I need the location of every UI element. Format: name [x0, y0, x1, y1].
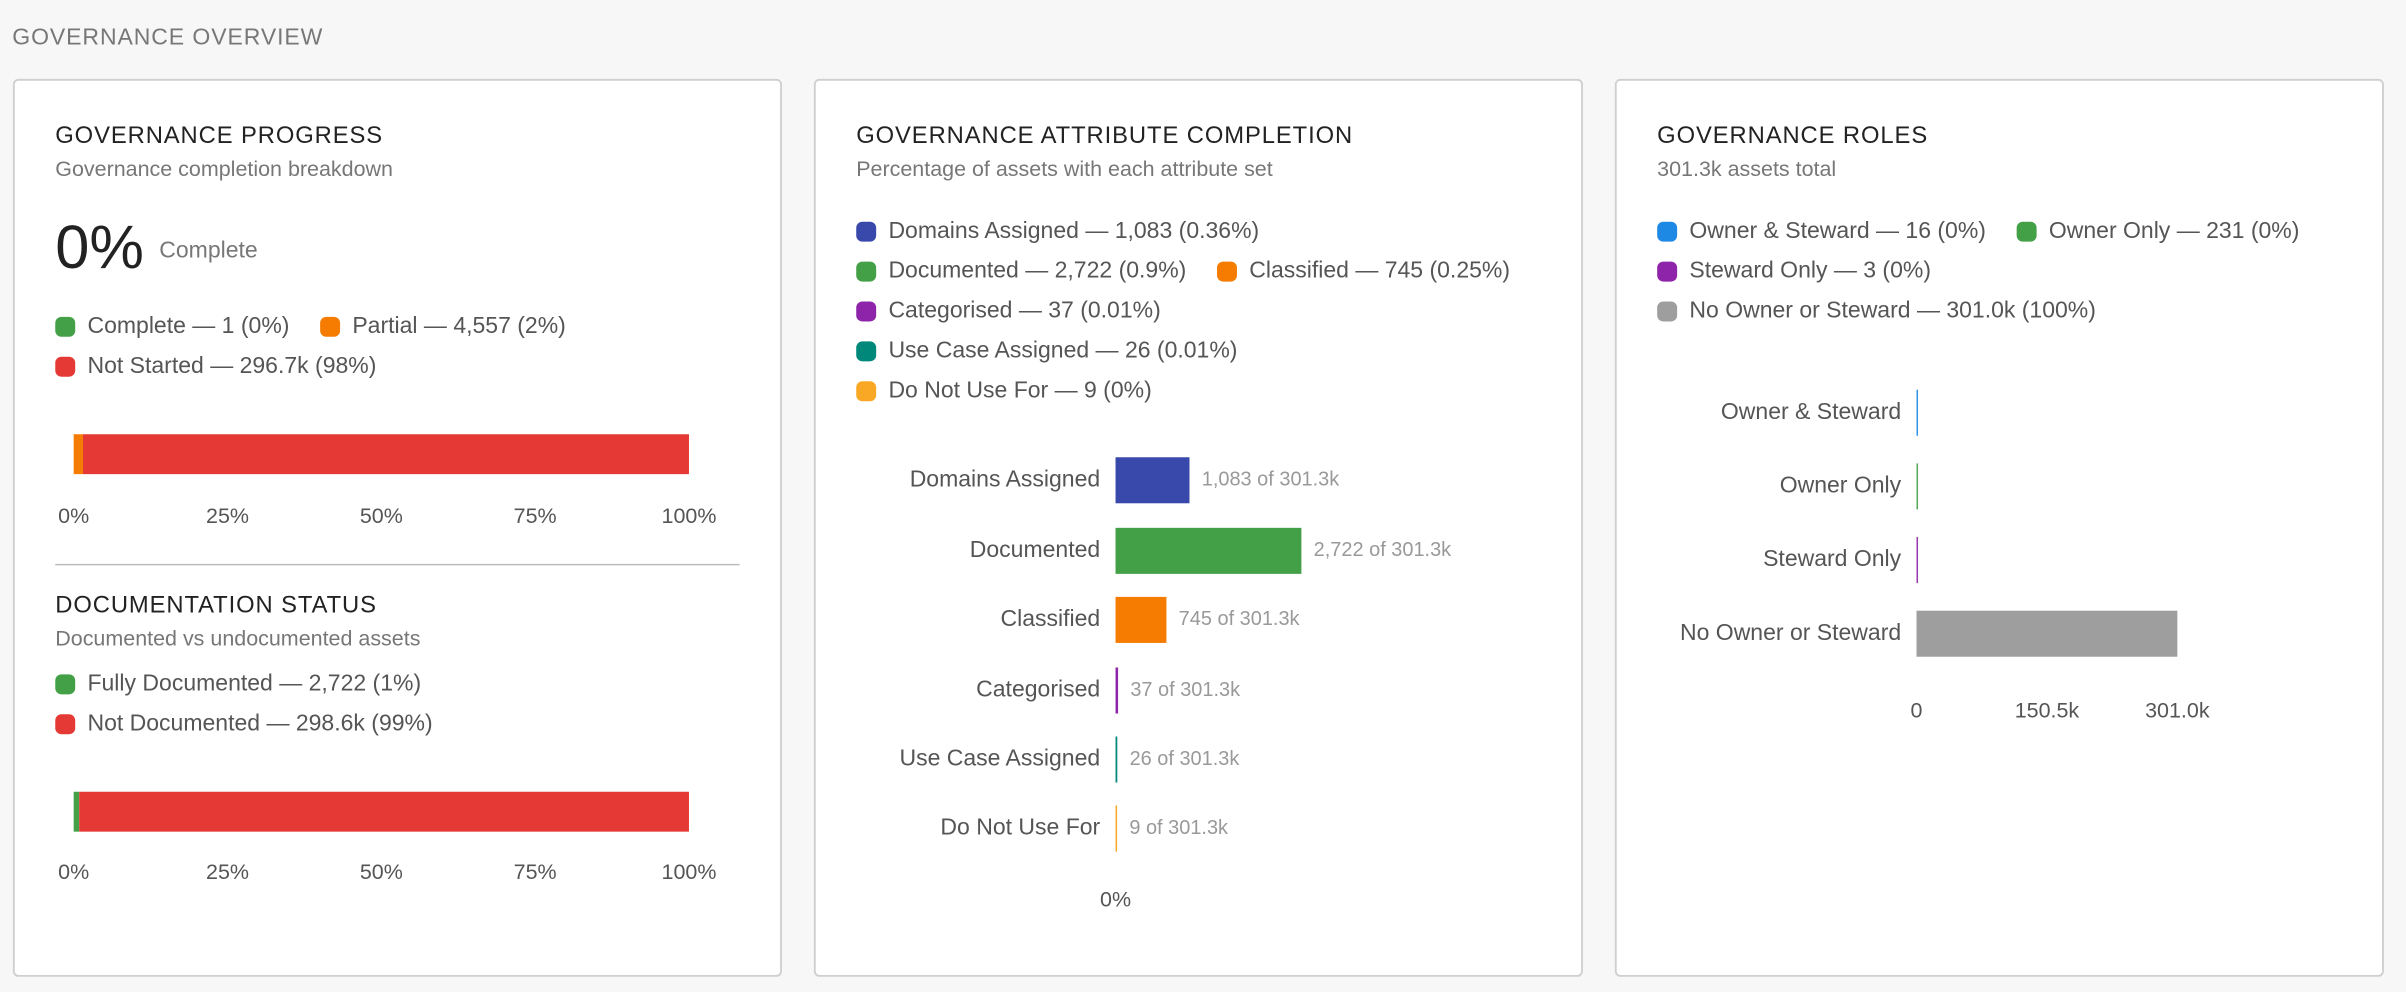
- category-label: Domains Assigned: [910, 465, 1101, 491]
- chart-subtitle: Governance completion breakdown: [55, 157, 393, 181]
- legend-swatch: [1657, 301, 1678, 322]
- legend-swatch: [856, 301, 877, 322]
- headline-label: Complete: [159, 237, 257, 263]
- legend-label: Owner Only — 231 (0%): [2049, 217, 2300, 243]
- bar: [1115, 805, 1118, 852]
- legend-label: Categorised — 37 (0.01%): [888, 297, 1160, 323]
- chart-title: GOVERNANCE ROLES: [1657, 122, 1928, 149]
- legend-label: Owner & Steward — 16 (0%): [1689, 217, 1986, 243]
- legend-label: Not Started — 296.7k (98%): [87, 352, 376, 378]
- x-tick-label: 0%: [1100, 887, 1131, 911]
- value-label: 37 of 301.3k: [1130, 679, 1240, 701]
- x-tick-label: 0%: [58, 860, 89, 884]
- legend-swatch: [856, 261, 877, 282]
- legend-swatch: [856, 221, 877, 242]
- category-label: Owner & Steward: [1721, 398, 1901, 424]
- x-tick-label: 150.5k: [2015, 699, 2080, 723]
- category-label: Steward Only: [1763, 545, 1902, 571]
- legend-label: Domains Assigned — 1,083 (0.36%): [888, 217, 1259, 243]
- x-tick-label: 0%: [58, 504, 89, 528]
- legend-swatch: [856, 381, 877, 402]
- bar: [1916, 537, 1919, 584]
- category-label: Documented: [970, 536, 1100, 562]
- legend-label: Do Not Use For — 9 (0%): [888, 376, 1151, 402]
- legend-label: No Owner or Steward — 301.0k (100%): [1689, 297, 2096, 323]
- legend-label: Use Case Assigned — 26 (0.01%): [888, 336, 1237, 362]
- category-label: Owner Only: [1780, 471, 1902, 497]
- bar: [1916, 463, 1919, 510]
- legend-swatch: [55, 356, 76, 377]
- value-label: 9 of 301.3k: [1129, 817, 1228, 839]
- x-tick-label: 100%: [662, 860, 717, 884]
- x-tick-label: 75%: [514, 504, 557, 528]
- legend-label: Steward Only — 3 (0%): [1689, 257, 1931, 283]
- x-tick-label: 100%: [662, 504, 717, 528]
- value-label: 1,083 of 301.3k: [1202, 469, 1339, 491]
- bar: [1115, 596, 1167, 643]
- x-tick-label: 50%: [360, 860, 403, 884]
- legend-swatch: [856, 341, 877, 362]
- category-label: Use Case Assigned: [899, 745, 1100, 771]
- bar: [1115, 667, 1119, 714]
- legend-label: Fully Documented — 2,722 (1%): [87, 669, 421, 695]
- chart-subtitle: Percentage of assets with each attribute…: [856, 157, 1273, 181]
- bar-segment: [82, 434, 689, 475]
- x-tick-label: 0: [1911, 699, 1923, 723]
- bar-segment: [73, 791, 80, 832]
- legend-swatch: [1217, 261, 1237, 282]
- legend-swatch: [1657, 221, 1678, 242]
- panel: [1614, 78, 2384, 977]
- category-label: Do Not Use For: [940, 814, 1100, 840]
- chart-title: GOVERNANCE PROGRESS: [55, 122, 383, 149]
- chart-subtitle: 301.3k assets total: [1657, 157, 1836, 181]
- x-tick-label: 75%: [514, 860, 557, 884]
- headline: 0%: [55, 213, 144, 282]
- x-tick-label: 301.0k: [2145, 699, 2210, 723]
- bar: [1115, 736, 1118, 783]
- chart-title: DOCUMENTATION STATUS: [55, 591, 377, 618]
- value-label: 745 of 301.3k: [1179, 608, 1300, 630]
- legend-label: Not Documented — 298.6k (99%): [87, 709, 432, 735]
- legend-swatch: [55, 714, 76, 735]
- value-label: 2,722 of 301.3k: [1314, 539, 1451, 561]
- category-label: Categorised: [976, 676, 1100, 702]
- legend-swatch: [1657, 261, 1678, 282]
- chart-title: GOVERNANCE ATTRIBUTE COMPLETION: [856, 122, 1353, 149]
- category-label: No Owner or Steward: [1680, 619, 1901, 645]
- chart-subtitle: Documented vs undocumented assets: [55, 627, 420, 651]
- panel: [12, 78, 782, 977]
- x-tick-label: 25%: [206, 504, 249, 528]
- legend-swatch: [55, 674, 76, 695]
- legend-swatch: [55, 316, 76, 337]
- bar: [1916, 389, 1919, 436]
- x-tick-label: 50%: [360, 504, 403, 528]
- legend-label: Documented — 2,722 (0.9%): [888, 257, 1186, 283]
- legend-swatch: [2016, 221, 2037, 242]
- legend-label: Classified — 745 (0.25%): [1249, 257, 1510, 283]
- category-label: Classified: [1000, 605, 1100, 631]
- page-title: GOVERNANCE OVERVIEW: [12, 23, 323, 49]
- legend-label: Partial — 4,557 (2%): [352, 312, 565, 338]
- bar-segment: [79, 791, 689, 832]
- x-tick-label: 25%: [206, 860, 249, 884]
- bar: [1115, 527, 1302, 574]
- bar: [1916, 610, 2178, 657]
- bar-segment: [73, 434, 83, 475]
- bar: [1115, 457, 1190, 504]
- legend-swatch: [320, 316, 341, 337]
- value-label: 26 of 301.3k: [1130, 748, 1240, 770]
- legend-label: Complete — 1 (0%): [87, 312, 289, 338]
